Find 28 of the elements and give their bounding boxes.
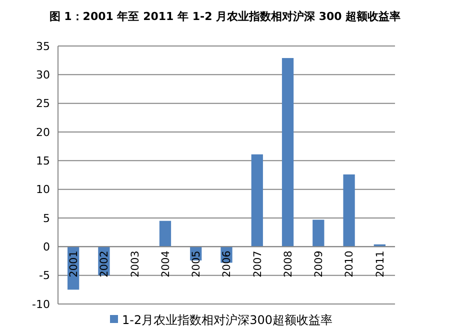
y-tick-label: 25	[36, 97, 50, 110]
chart-title: 图 1：2001 年至 2011 年 1-2 月农业指数相对沪深 300 超额收益率	[49, 10, 401, 23]
x-tick-label: 2006	[221, 250, 234, 278]
bar	[282, 58, 294, 247]
bar	[251, 154, 263, 247]
y-tick-label: 20	[36, 126, 50, 139]
x-tick-label: 2005	[190, 250, 203, 278]
x-tick-label: 2004	[160, 250, 172, 278]
bar	[159, 220, 172, 247]
y-tick-label: 10	[36, 183, 50, 196]
x-tick-label: 2002	[98, 250, 111, 278]
y-tick-label: 5	[43, 212, 50, 225]
y-tick-label: 30	[36, 68, 50, 82]
y-tick-label: 0	[43, 240, 50, 254]
y-tick-label: 35	[36, 40, 50, 53]
y-tick-label: -10	[32, 298, 50, 311]
x-tick-label: 2010	[344, 250, 356, 278]
x-tick-label: 2008	[282, 250, 294, 278]
x-tick-label: 2001	[68, 250, 80, 278]
x-tick-label: 2011	[374, 250, 386, 278]
x-tick-label: 2009	[313, 250, 326, 278]
bar	[312, 220, 324, 247]
y-tick-label: -5	[39, 269, 50, 282]
x-tick-label: 2003	[129, 250, 142, 278]
y-tick-label: 15	[36, 154, 50, 168]
bar	[343, 174, 355, 247]
x-tick-label: 2007	[252, 250, 264, 278]
legend-label: 1-2月农业指数相对沪深300超额收益率	[122, 313, 333, 328]
